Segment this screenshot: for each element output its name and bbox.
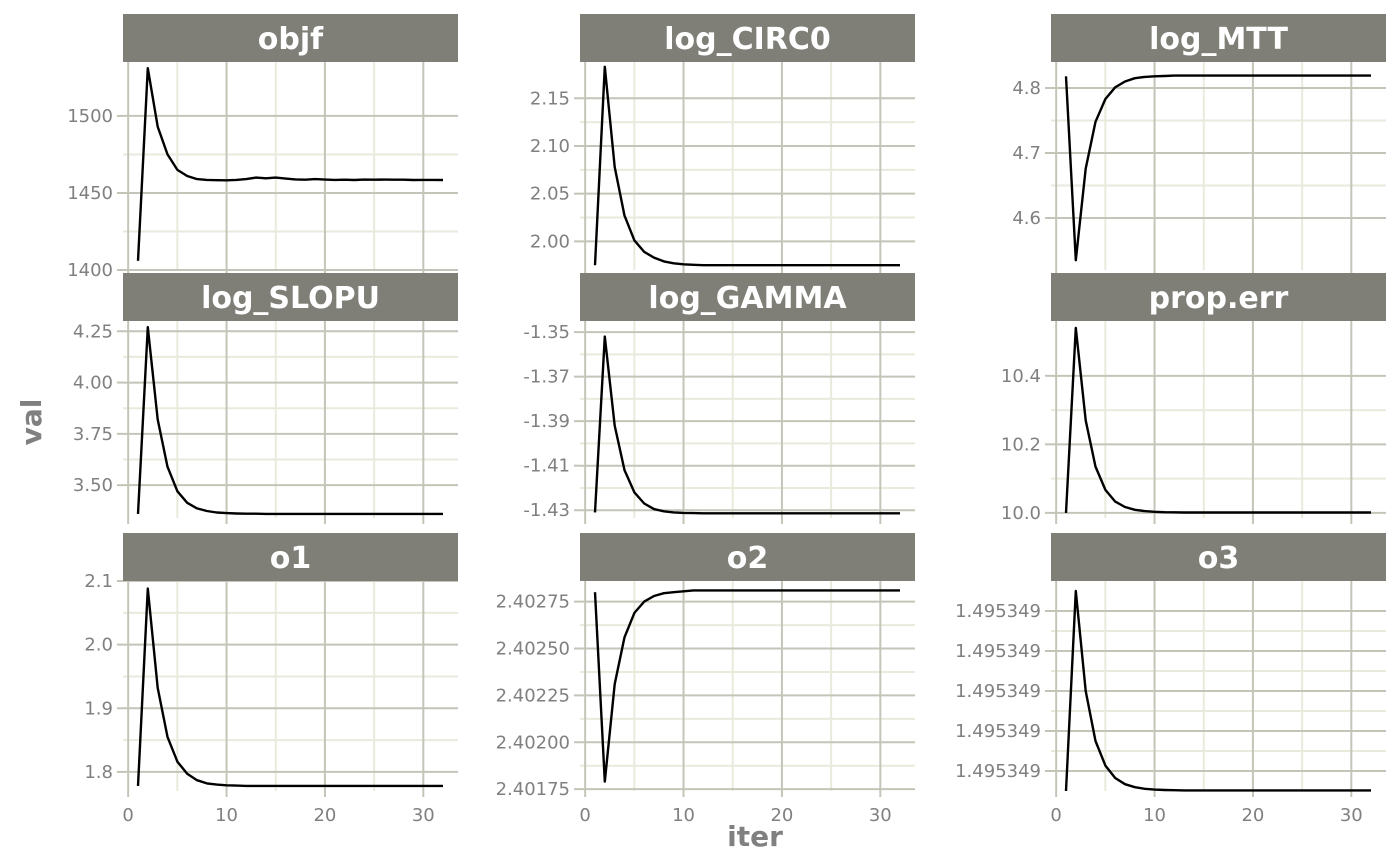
y-tick-label: 1.495349 <box>955 721 1041 742</box>
x-tick-label: 20 <box>313 805 336 826</box>
panel-objf: 1400 1450 1500 objf <box>67 14 458 281</box>
y-tick-label: 2.40275 <box>496 592 570 613</box>
panels-layer: 140014501500objf2.002.052.102.15log_CIRC… <box>67 14 1386 826</box>
y-tick-label: 10.2 <box>1001 434 1041 455</box>
y-tick-label: -1.43 <box>523 500 570 521</box>
panel-log-gamma: -1.43 -1.41 -1.39 -1.37 -1.35 log_GAMMA <box>523 273 915 524</box>
panel-log-circ0: 2.00 2.05 2.10 2.15 log_CIRC0 <box>530 14 915 276</box>
series-line <box>1064 589 1371 792</box>
y-tick-label: 4.00 <box>73 373 113 394</box>
facet-strip-label: log_CIRC0 <box>664 22 831 57</box>
x-tick-label: 10 <box>1143 805 1166 826</box>
y-tick-label: 10.0 <box>1001 503 1041 524</box>
facet-strip <box>123 533 458 581</box>
series-line <box>136 587 443 788</box>
facet-strip-label: objf <box>258 22 324 57</box>
y-tick-label: 2.15 <box>530 88 570 109</box>
x-tick-label: 0 <box>122 805 133 826</box>
y-tick-label: 2.40175 <box>496 779 570 800</box>
facet-strip-label: prop.err <box>1149 281 1289 316</box>
facet-strip <box>1051 14 1386 62</box>
facet-strip <box>1051 273 1386 321</box>
facet-strip <box>580 14 915 62</box>
y-tick-label: 2.05 <box>530 184 570 205</box>
series-line <box>1064 74 1371 262</box>
panel-log-mtt: 4.6 4.7 4.8 log_MTT <box>1012 14 1386 276</box>
series-line <box>136 326 443 516</box>
x-tick-label: 20 <box>770 805 793 826</box>
series-line <box>1064 326 1371 514</box>
panel-o3: 1.495349 1.495349 1.495349 1.495349 1.495349… <box>955 533 1386 826</box>
y-tick-label: 2.40200 <box>496 732 570 753</box>
y-tick-label: 1.495349 <box>955 761 1041 782</box>
series-line <box>136 66 444 261</box>
panel-o1: 1.8 1.9 2.0 2.1 0 10 20 30 o1 <box>84 533 458 826</box>
facet-strip-label: log_GAMMA <box>648 281 847 316</box>
panel-log-slopu: 3.50 3.75 4.00 4.25 log_SLOPU <box>73 273 458 524</box>
y-tick-label: 2.0 <box>84 635 113 656</box>
facet-strip-label: log_SLOPU <box>201 281 380 316</box>
x-tick-label: 20 <box>1241 805 1264 826</box>
y-tick-label: 1.495349 <box>955 681 1041 702</box>
y-tick-label: 2.40250 <box>496 639 570 660</box>
x-tick-label: 0 <box>579 805 590 826</box>
y-tick-label: 1.495349 <box>955 601 1041 622</box>
y-tick-label: -1.39 <box>523 411 570 432</box>
y-tick-label: 2.40225 <box>496 685 570 706</box>
y-tick-label: 2.00 <box>530 231 570 252</box>
y-tick-label: 4.25 <box>73 321 113 342</box>
x-tick-label: 30 <box>412 805 435 826</box>
y-tick-label: -1.37 <box>523 367 570 388</box>
y-tick-label: -1.41 <box>523 456 570 477</box>
y-tick-label: 10.4 <box>1001 366 1041 387</box>
y-tick-label: -1.35 <box>523 322 570 343</box>
y-tick-label: 3.75 <box>73 424 113 445</box>
x-axis-title: iter <box>727 820 783 853</box>
y-tick-label: 4.8 <box>1012 78 1041 99</box>
y-tick-label: 2.10 <box>530 136 570 157</box>
facet-strip-label: log_MTT <box>1149 22 1288 57</box>
y-tick-label: 1.8 <box>84 762 113 783</box>
facet-strip <box>580 533 915 581</box>
y-tick-label: 2.1 <box>84 571 113 592</box>
panel-o2: 2.40175 2.40200 2.40225 2.40250 2.40275 0 10 20… <box>496 533 915 826</box>
facet-strip <box>123 14 458 62</box>
y-tick-label: 4.6 <box>1012 208 1041 229</box>
x-tick-label: 30 <box>869 805 892 826</box>
x-tick-label: 10 <box>215 805 238 826</box>
y-tick-label: 1500 <box>67 106 113 127</box>
x-tick-label: 30 <box>1340 805 1363 826</box>
series-line <box>593 589 900 783</box>
facet-strip <box>123 273 458 321</box>
y-tick-label: 4.7 <box>1012 143 1041 164</box>
series-line <box>593 65 900 267</box>
x-tick-label: 0 <box>1050 805 1061 826</box>
y-tick-label: 1400 <box>67 260 113 281</box>
facet-strip-label: o1 <box>270 541 311 576</box>
y-tick-label: 1450 <box>67 183 113 204</box>
facet-strip <box>580 273 915 321</box>
y-tick-label: 1.9 <box>84 698 113 719</box>
x-tick-label: 10 <box>672 805 695 826</box>
y-tick-label: 3.50 <box>73 475 113 496</box>
facet-strip <box>1051 533 1386 581</box>
y-tick-label: 1.495349 <box>955 641 1041 662</box>
facet-strip-label: o3 <box>1198 541 1239 576</box>
y-axis-title: val <box>15 399 48 446</box>
series-line <box>593 335 900 515</box>
panel-prop-err: 10.0 10.2 10.4 prop.err <box>1001 273 1386 524</box>
facet-strip-label: o2 <box>727 541 768 576</box>
